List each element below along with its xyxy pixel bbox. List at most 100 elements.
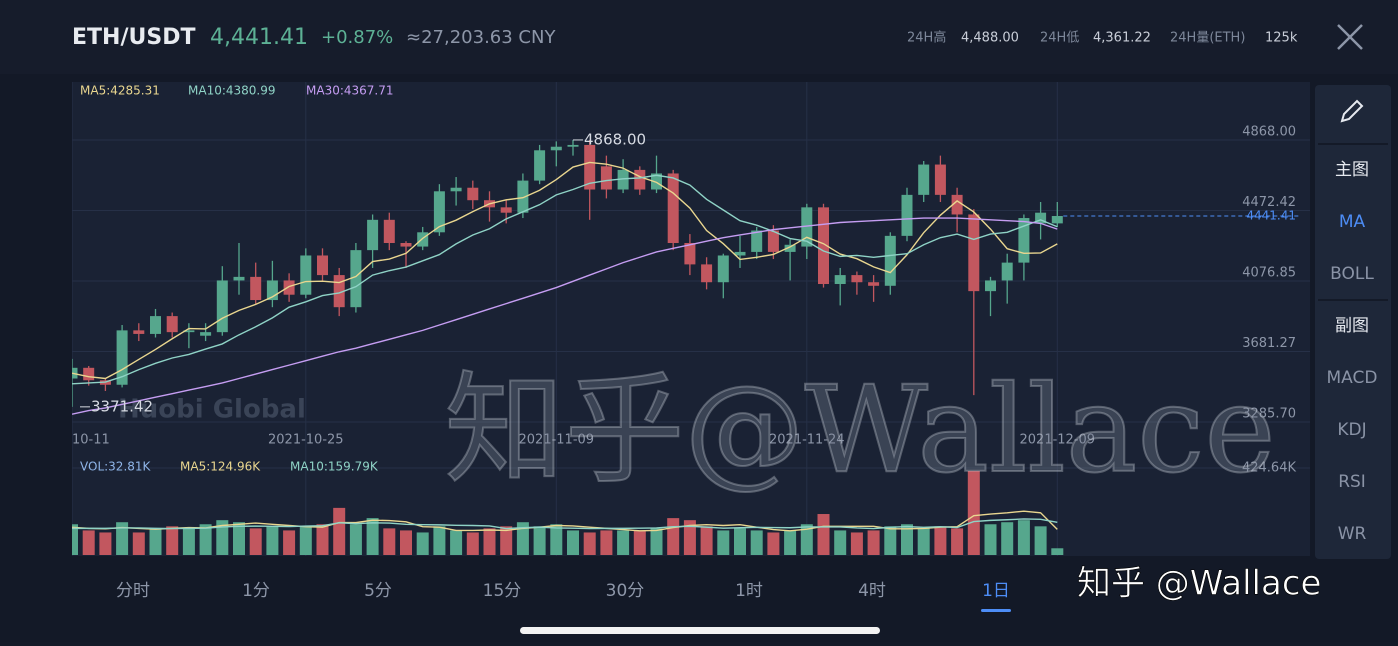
- vol-ma-legend: MA5:124.96K: [180, 460, 261, 474]
- candle-body: [350, 250, 362, 308]
- tab[interactable]: 30分: [606, 581, 645, 601]
- tab[interactable]: 1时: [735, 581, 763, 601]
- volume-bar: [650, 528, 663, 555]
- volume-bar: [199, 524, 212, 555]
- volume-bar: [767, 532, 780, 555]
- candle-body: [634, 169, 646, 190]
- candle-body: [317, 255, 328, 276]
- candle-body: [918, 164, 930, 195]
- candle-body: [784, 244, 796, 252]
- volume-bar: [867, 530, 880, 555]
- volume-bar: [132, 532, 145, 555]
- candle-body: [417, 232, 429, 247]
- volume-bar: [784, 530, 797, 555]
- candle-body: [467, 187, 479, 201]
- volume-bar: [72, 524, 78, 555]
- volume-bar: [500, 526, 513, 555]
- change: +0.87%: [321, 27, 393, 48]
- tab[interactable]: 5分: [364, 581, 392, 601]
- volume-bar: [934, 526, 947, 555]
- candle-body: [450, 187, 462, 192]
- menu-item[interactable]: 主图: [1335, 160, 1369, 180]
- volume-bar: [1051, 548, 1064, 555]
- candle-body: [617, 169, 629, 190]
- tab[interactable]: 1日: [982, 581, 1010, 601]
- menu-item[interactable]: RSI: [1338, 472, 1366, 492]
- volume-bar: [1001, 522, 1014, 555]
- high-label: 4868.00: [584, 130, 646, 148]
- candle-body: [200, 332, 212, 336]
- ma-legend: MA5:4285.31: [80, 84, 160, 98]
- pencil-icon[interactable]: [1340, 99, 1364, 123]
- menu-item[interactable]: KDJ: [1337, 420, 1366, 440]
- volume-bar: [600, 530, 613, 555]
- menu-item[interactable]: 副图: [1335, 316, 1369, 336]
- candle-body: [968, 214, 980, 292]
- candle-body: [500, 207, 512, 213]
- candle-body: [150, 316, 161, 334]
- volume-bar: [884, 526, 897, 555]
- volume-bar: [400, 530, 412, 555]
- x-tick-label: 2021-10-25: [268, 433, 344, 448]
- candle-body: [183, 330, 195, 333]
- menu-item[interactable]: BOLL: [1330, 264, 1374, 284]
- candle-body: [667, 173, 679, 243]
- corner-watermark: 知乎 @Wallace: [1077, 564, 1321, 604]
- volume-bar: [450, 530, 463, 555]
- tab[interactable]: 1分: [242, 581, 270, 601]
- x-tick-label: 2021-11-09: [519, 433, 595, 448]
- volume-bar: [233, 522, 245, 555]
- volume-bar: [901, 524, 913, 555]
- volume-bar: [166, 526, 179, 555]
- tab[interactable]: 分时: [116, 581, 150, 601]
- volume-bar: [216, 520, 229, 555]
- stat-value: 125k: [1265, 31, 1298, 46]
- volume-bar: [433, 526, 446, 555]
- menu-item[interactable]: MACD: [1327, 368, 1378, 388]
- candle-body: [534, 150, 546, 181]
- volume-bar: [834, 530, 847, 555]
- candle-body: [400, 243, 412, 247]
- candle-body: [433, 191, 445, 233]
- candle-body: [600, 166, 612, 190]
- big-watermark: 知乎@Wallace: [445, 361, 1276, 500]
- volume-bar: [533, 526, 546, 555]
- candle-body: [951, 194, 963, 215]
- candle-body: [934, 164, 946, 195]
- volume-bar: [182, 528, 195, 555]
- candle-body: [717, 255, 729, 283]
- tab[interactable]: 15分: [483, 581, 522, 601]
- menu-item[interactable]: MA: [1339, 212, 1366, 232]
- brand-watermark: Huobi Global: [118, 395, 306, 425]
- candle-body: [851, 275, 863, 283]
- candle-body: [684, 243, 696, 265]
- ma-legend: MA30:4367.71: [306, 84, 394, 98]
- volume-bar: [567, 530, 579, 555]
- candle-body: [884, 235, 896, 286]
- volume-bar: [967, 470, 980, 555]
- y-tick-label: 4472.42: [1242, 195, 1296, 210]
- stat-label: 24H低: [1040, 31, 1079, 46]
- close-icon[interactable]: [1337, 24, 1363, 50]
- candle-body: [651, 173, 662, 190]
- menu-item[interactable]: WR: [1338, 524, 1367, 544]
- candle-body: [250, 276, 262, 301]
- volume-bar: [951, 528, 964, 555]
- volume-bar: [850, 532, 863, 555]
- candle-body: [901, 194, 913, 236]
- candle-body: [767, 230, 779, 252]
- candle-body: [266, 280, 278, 301]
- candle-body: [133, 330, 145, 334]
- y-tick-label: 3681.27: [1242, 336, 1296, 351]
- volume-bar: [466, 532, 479, 555]
- ma-legend: MA10:4380.99: [188, 84, 276, 98]
- plot-bg: [72, 82, 1310, 556]
- volume-bar: [683, 520, 696, 555]
- tab[interactable]: 4时: [858, 581, 886, 601]
- volume-bar: [583, 532, 596, 555]
- volume-bar: [82, 530, 95, 555]
- volume-bar: [700, 526, 713, 555]
- volume-bar: [116, 522, 129, 555]
- candle-body: [868, 282, 880, 286]
- price: 4,441.41: [210, 25, 308, 50]
